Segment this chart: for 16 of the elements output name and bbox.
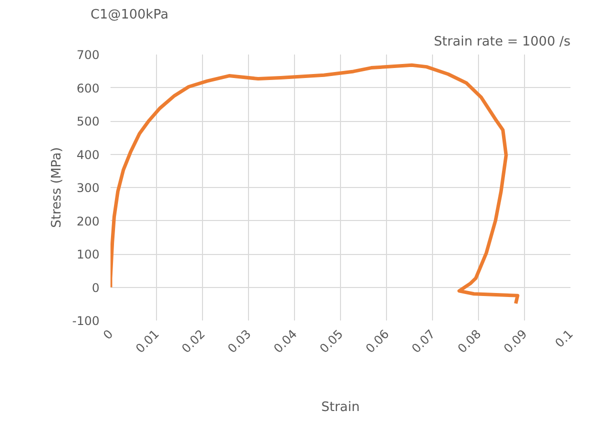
x-tick-label: 0.1 xyxy=(552,326,576,350)
x-tick-label: 0 xyxy=(100,326,116,342)
y-tick-label: 400 xyxy=(76,148,100,162)
line-series xyxy=(110,63,520,306)
y-tick-label: 300 xyxy=(76,181,100,195)
y-axis-title: Stress (MPa) xyxy=(49,147,64,228)
y-tick-label: 0 xyxy=(92,280,100,295)
chart-title: C1@100kPa xyxy=(90,8,168,22)
chart-subtitle: Strain rate = 1000 /s xyxy=(434,34,571,50)
y-tick-label: 100 xyxy=(76,248,100,262)
y-tick-label: 500 xyxy=(76,114,100,128)
y-tick-label: 700 xyxy=(76,48,100,62)
y-tick-label: 200 xyxy=(76,214,100,228)
x-axis-title: Strain xyxy=(321,400,360,415)
y-tick-label: 600 xyxy=(76,81,100,96)
y-tick-label: -100 xyxy=(72,314,100,328)
